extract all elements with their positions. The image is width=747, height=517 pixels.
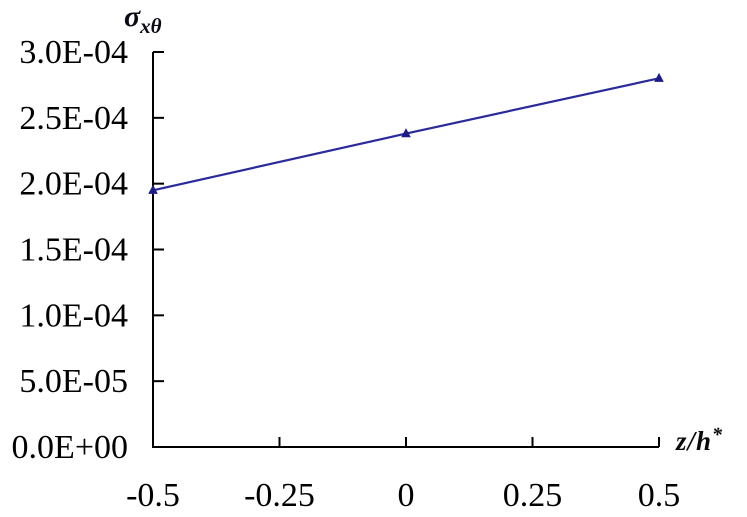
y-tick-label: 1.0E-04 <box>19 297 128 334</box>
data-point-marker <box>148 184 158 194</box>
x-tick-label: -0.25 <box>244 477 315 514</box>
y-axis-title: σxθ <box>124 0 162 37</box>
data-point-marker <box>401 128 411 138</box>
x-axis-title: z/h* <box>676 424 723 457</box>
y-tick-label: 0.0E+00 <box>12 429 128 466</box>
x-tick-label: 0 <box>398 477 415 514</box>
x-axis-title-base: z/h <box>676 426 713 456</box>
y-tick-label: 5.0E-05 <box>19 363 128 400</box>
y-axis-title-base: σ <box>124 0 141 33</box>
x-tick-label: 0.5 <box>638 477 681 514</box>
y-tick-label: 1.5E-04 <box>19 232 128 269</box>
x-axis-title-superscript: * <box>712 424 723 446</box>
x-tick-label: 0.25 <box>503 477 563 514</box>
axis-lines <box>152 52 659 448</box>
y-tick-label: 2.0E-04 <box>19 166 128 203</box>
y-axis-title-subscript: xθ <box>140 14 162 38</box>
y-tick-label: 3.0E-04 <box>19 34 128 71</box>
y-tick-label: 2.5E-04 <box>19 100 128 137</box>
x-tick-label: -0.5 <box>126 477 180 514</box>
data-point-marker <box>654 72 664 82</box>
